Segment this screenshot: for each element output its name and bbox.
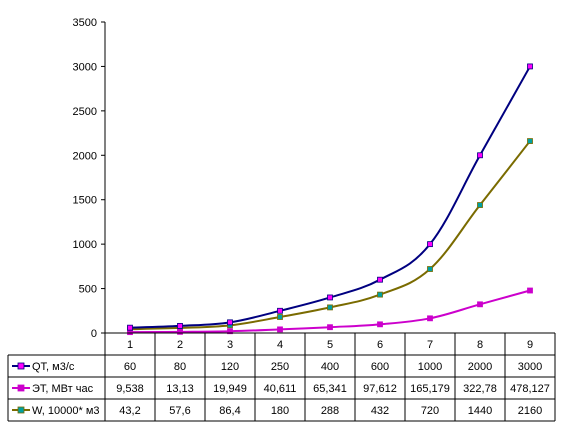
category-label: 5 — [327, 339, 333, 351]
y-tick-label: 0 — [91, 328, 97, 340]
series-1-point — [127, 324, 133, 331]
table-cell-value: 97,612 — [363, 383, 397, 395]
series-2-point — [427, 315, 433, 322]
table-cell-value: 57,6 — [169, 405, 190, 417]
category-label: 9 — [527, 339, 533, 351]
table-cell-value: 43,2 — [119, 405, 140, 417]
table-cell-value: 400 — [321, 361, 339, 373]
series-2-point — [177, 328, 183, 335]
series-3-point — [327, 304, 333, 311]
table-cell-value: 322,78 — [463, 383, 497, 395]
category-label: 3 — [227, 339, 233, 351]
category-label: 2 — [177, 339, 183, 351]
legend-key-marker — [17, 384, 25, 392]
y-tick-label: 3000 — [73, 61, 97, 73]
table-cell-value: 40,611 — [264, 383, 297, 395]
y-tick-label: 1000 — [73, 239, 97, 251]
legend-key-marker — [17, 406, 25, 414]
table-cell-value: 9,538 — [116, 383, 144, 395]
series-1-point — [177, 322, 183, 329]
series-1-point — [277, 307, 283, 314]
table-cell-value: 3000 — [518, 361, 542, 373]
series-3-point — [277, 314, 283, 320]
y-tick-label: 500 — [79, 284, 97, 296]
category-label: 8 — [477, 339, 483, 351]
series-1-point — [227, 319, 233, 326]
series-2-point — [477, 301, 483, 308]
y-tick-label: 2500 — [73, 106, 97, 118]
table-cell-value: 288 — [321, 405, 339, 417]
table-cell-value: 432 — [371, 405, 389, 417]
table-cell-value: 165,179 — [410, 383, 450, 395]
table-cell-value: 60 — [124, 361, 136, 373]
series-name: QT, м3/с — [32, 361, 75, 373]
category-label: 1 — [127, 339, 133, 351]
table-cell-value: 120 — [221, 361, 239, 373]
table-cell-value: 600 — [371, 361, 389, 373]
series-2-point — [327, 324, 333, 331]
series-line-1 — [129, 65, 531, 329]
table-cell-value: 1000 — [418, 361, 442, 373]
series-name: ЭТ, МВт час — [32, 383, 94, 395]
series-lines — [129, 65, 531, 334]
series-2-point — [277, 326, 283, 333]
table-cell-value: 80 — [174, 361, 186, 373]
series-1-point — [377, 276, 383, 283]
series-2-point — [527, 287, 533, 294]
data-table: 1 2 3 4 5 6 7 8 9 QT, м3/с 60 80 120 250 400 600 1000 200… — [7, 332, 556, 422]
legend-key-marker — [17, 362, 25, 370]
series-1-point — [327, 294, 333, 301]
series-3-point — [477, 202, 483, 208]
table-cell-value: 2160 — [518, 405, 542, 417]
series-1-point — [477, 152, 483, 159]
y-tick-label: 3500 — [73, 17, 97, 29]
table-cell-value: 13,13 — [166, 383, 194, 395]
series-name: W, 10000* м3 — [32, 405, 100, 417]
table-cell-value: 478,127 — [510, 383, 550, 395]
series-1-point — [427, 241, 433, 248]
series-line-3 — [129, 140, 531, 331]
table-cell-value: 720 — [421, 405, 439, 417]
category-label: 6 — [377, 339, 383, 351]
series-2-point — [377, 321, 383, 328]
table-cell-value: 1440 — [468, 405, 492, 417]
y-tick-label: 2000 — [73, 150, 97, 162]
table-cell-value: 250 — [271, 361, 289, 373]
table-cell-value: 2000 — [468, 361, 492, 373]
y-axis-tick-labels: 0 500 1000 1500 2000 2500 3000 3500 — [73, 17, 97, 340]
series-1-point — [527, 63, 533, 70]
series-markers — [127, 63, 533, 336]
series-3-point — [527, 138, 533, 144]
table-cell-value: 65,341 — [313, 383, 347, 395]
chart-axes — [101, 21, 106, 334]
table-cell-value: 86,4 — [219, 405, 240, 417]
category-label: 4 — [277, 339, 283, 351]
series-2-point — [227, 328, 233, 335]
table-cell-value: 180 — [271, 405, 289, 417]
table-cell-value: 19,949 — [213, 383, 247, 395]
series-3-point — [427, 266, 433, 272]
category-label: 7 — [427, 339, 433, 351]
y-tick-label: 1500 — [73, 195, 97, 207]
series-3-point — [377, 291, 383, 298]
